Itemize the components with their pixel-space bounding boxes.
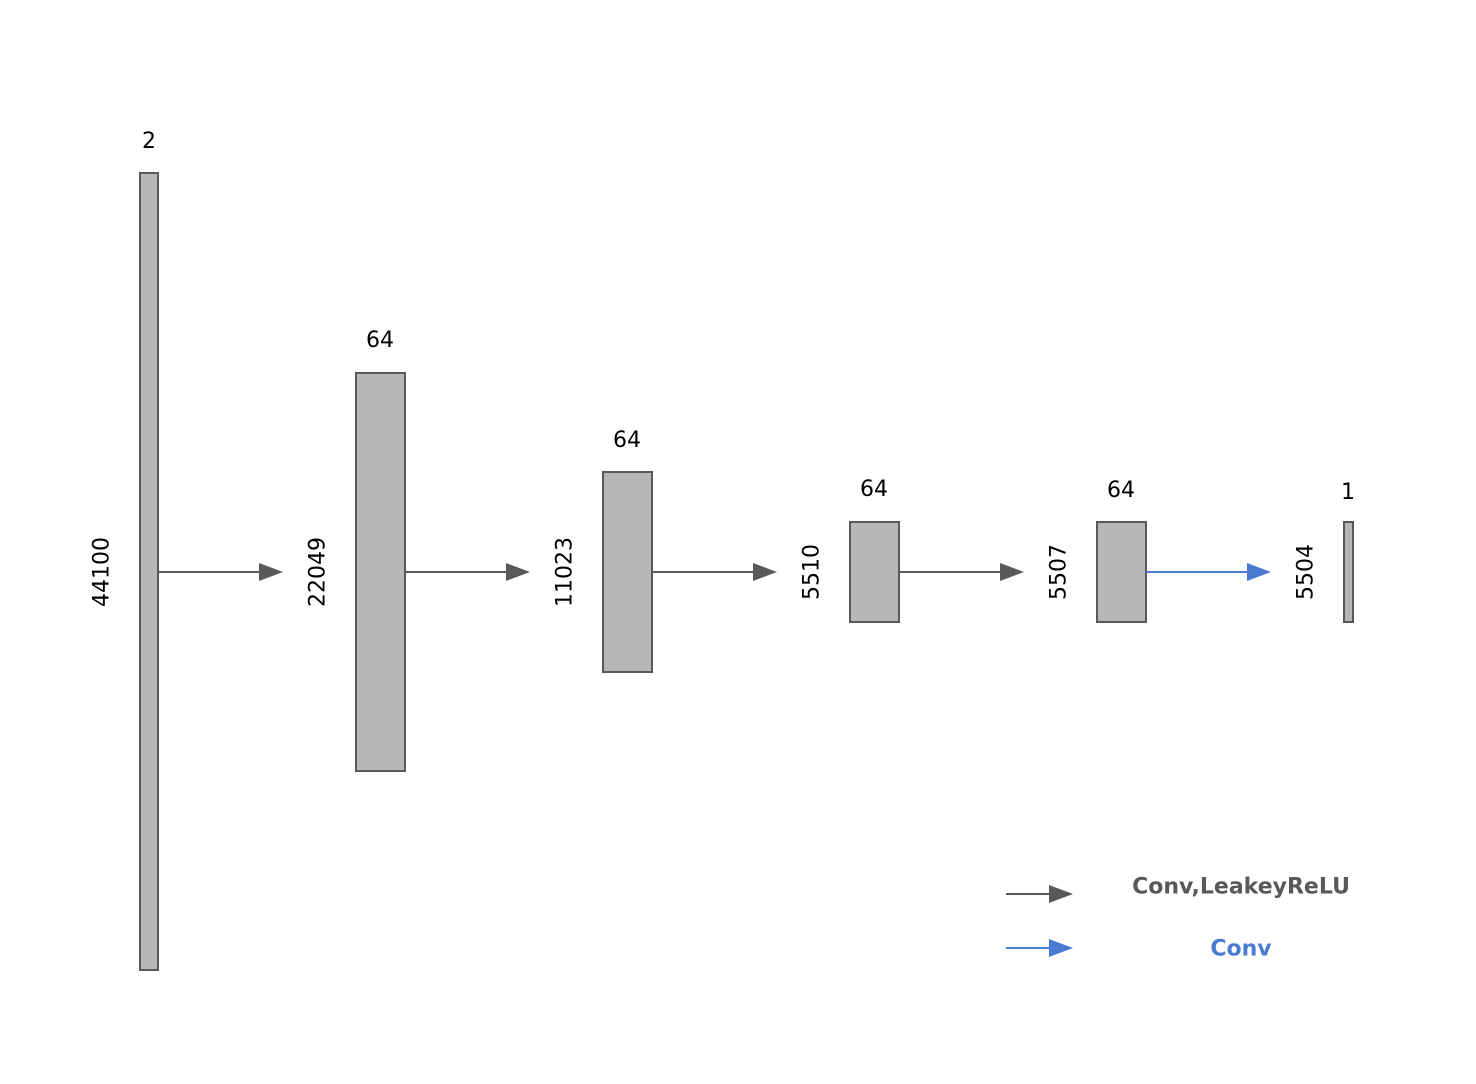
layer-5: 64 5507 (1047, 478, 1147, 623)
arrow-5-head (1247, 563, 1271, 581)
layer-5-channels: 64 (1107, 478, 1135, 503)
layer-4: 64 5510 (800, 477, 900, 623)
legend-gray-arrow-head (1049, 885, 1073, 903)
arrow-2-conv-leakyrelu (405, 563, 530, 581)
layer-6-length: 5504 (1294, 544, 1319, 600)
layer-1-channels: 2 (142, 129, 156, 154)
layer-5-block (1096, 521, 1147, 623)
arrow-5-conv (1146, 563, 1271, 581)
arrow-4-conv-leakyrelu (899, 563, 1024, 581)
layer-2-channels: 64 (366, 328, 394, 353)
layer-2-block (355, 372, 406, 772)
legend-label-conv: Conv (1210, 937, 1272, 962)
layer-6-block (1343, 521, 1354, 623)
layer-1: 2 44100 (90, 129, 159, 971)
layer-4-length: 5510 (800, 544, 825, 600)
arrow-3-head (753, 563, 777, 581)
layer-2-length: 22049 (306, 537, 331, 607)
legend-item-conv-leakyrelu: Conv,LeakeyReLU (1006, 875, 1350, 903)
layer-3-channels: 64 (613, 428, 641, 453)
arrow-3-conv-leakyrelu (652, 563, 777, 581)
layer-2: 64 22049 (306, 328, 406, 772)
legend-label-conv-leakyrelu: Conv,LeakeyReLU (1132, 875, 1350, 900)
layer-6-channels: 1 (1341, 480, 1355, 505)
legend-item-conv: Conv (1006, 937, 1272, 962)
arrow-1-head (259, 563, 283, 581)
layer-1-length: 44100 (90, 537, 115, 607)
legend: Conv,LeakeyReLU Conv (1006, 875, 1350, 962)
layer-5-length: 5507 (1047, 544, 1072, 600)
legend-blue-arrow-head (1049, 939, 1073, 957)
layer-4-block (849, 521, 900, 623)
layer-1-block (139, 172, 159, 971)
arrow-1-conv-leakyrelu (158, 563, 283, 581)
arrow-2-head (506, 563, 530, 581)
layer-6: 1 5504 (1294, 480, 1355, 623)
layer-3: 64 11023 (553, 428, 653, 673)
layer-3-block (602, 471, 653, 673)
layer-4-channels: 64 (860, 477, 888, 502)
layer-3-length: 11023 (553, 537, 578, 607)
arrow-4-head (1000, 563, 1024, 581)
